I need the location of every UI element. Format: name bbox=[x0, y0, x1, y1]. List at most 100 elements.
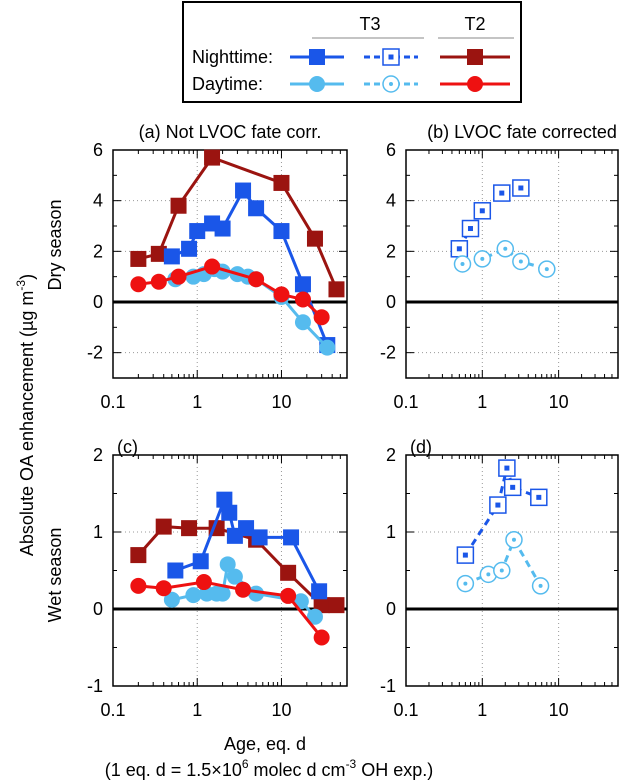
data-point-t3_night bbox=[283, 529, 300, 546]
legend-t3-night-corrected-marker-center bbox=[388, 54, 394, 60]
data-point-t3_day bbox=[306, 608, 323, 625]
legend-t3-night-corrected bbox=[364, 48, 418, 66]
y-tick-label: -2 bbox=[380, 343, 396, 363]
data-point-t2_day bbox=[294, 291, 311, 308]
legend-t3-day-marker bbox=[309, 76, 325, 92]
data-point-t2_day bbox=[313, 309, 330, 326]
data-point-t3_day-center bbox=[518, 259, 523, 264]
data-point-t2_night bbox=[306, 230, 323, 247]
y-tick-label: 0 bbox=[386, 292, 396, 312]
data-point-t2_day bbox=[150, 273, 167, 290]
legend-t3-night bbox=[290, 49, 344, 65]
data-point-t2_night bbox=[273, 174, 290, 191]
data-point-t2_day bbox=[248, 271, 265, 288]
chart-panel-3: 0.1 1 10 -1 0 1 2 (c) bbox=[87, 437, 348, 720]
panel-title: (d) bbox=[410, 437, 432, 457]
data-point-t3_night bbox=[294, 276, 311, 293]
y-tick-label: 0 bbox=[386, 599, 396, 619]
y-tick-label: 6 bbox=[93, 140, 103, 160]
legend-t2-day-marker bbox=[467, 76, 483, 92]
x-tick-label: 1 bbox=[192, 392, 202, 412]
legend-t2-day bbox=[440, 76, 510, 92]
y-tick-label: 4 bbox=[386, 191, 396, 211]
data-point-t3_night bbox=[163, 248, 180, 265]
legend-t2-night-marker bbox=[467, 49, 483, 65]
data-point-t3_day bbox=[319, 339, 336, 356]
y-tick-label: 2 bbox=[93, 241, 103, 261]
x-tick-label: 1 bbox=[477, 392, 487, 412]
data-point-t3_day-center bbox=[544, 267, 549, 272]
data-point-t2_night bbox=[130, 250, 147, 267]
data-point-t3_night-center bbox=[536, 494, 542, 500]
legend-t3-day-corrected-marker-center bbox=[389, 82, 393, 86]
data-point-t3_night bbox=[273, 223, 290, 240]
dry-season-label: Dry season bbox=[45, 199, 65, 290]
series-t3_night bbox=[163, 182, 336, 354]
data-point-t3_night bbox=[251, 529, 268, 546]
data-point-t3_night bbox=[235, 182, 252, 199]
data-point-t3_day-center bbox=[486, 572, 491, 577]
data-point-t3_night bbox=[221, 504, 238, 521]
legend-row-nighttime: Nighttime: bbox=[192, 47, 273, 67]
legend-t3-day-corrected bbox=[364, 75, 418, 93]
data-point-t3_night bbox=[181, 240, 198, 257]
data-point-t3_day bbox=[214, 585, 231, 602]
data-point-t3_day bbox=[185, 587, 202, 604]
y-axis-label: Absolute OA enhancement (µg m-3) bbox=[14, 274, 37, 556]
y-tick-label: 4 bbox=[93, 191, 103, 211]
chart-panel-1: 0.1 1 10 -2 0 2 4 6 (a) Not LVOC fate corr. bbox=[87, 122, 348, 412]
x-tick-label: 0.1 bbox=[393, 700, 418, 720]
series-line-t3_night bbox=[174, 495, 321, 592]
x-tick-label: 1 bbox=[477, 700, 487, 720]
legend-header-t2: T2 bbox=[464, 14, 485, 34]
series-t2_day bbox=[130, 258, 330, 326]
data-point-t3_night-center bbox=[499, 190, 505, 196]
y-tick-label: -1 bbox=[87, 676, 103, 696]
data-point-t3_night bbox=[311, 583, 328, 600]
data-point-t3_day-center bbox=[503, 246, 508, 251]
data-point-t2_day bbox=[195, 574, 212, 591]
wet-season-label: Wet season bbox=[45, 528, 65, 623]
data-point-t3_night bbox=[192, 553, 209, 570]
data-point-t3_night-center bbox=[462, 552, 468, 558]
data-point-t2_night bbox=[328, 597, 345, 614]
y-tick-label: 1 bbox=[93, 522, 103, 542]
y-tick-label: 0 bbox=[93, 599, 103, 619]
data-point-t2_night bbox=[150, 245, 167, 262]
data-point-t3_day bbox=[219, 556, 236, 573]
series-t3_night bbox=[450, 179, 530, 258]
panel-title: (b) LVOC fate corrected bbox=[427, 122, 617, 142]
legend-t3-night-marker bbox=[309, 49, 325, 65]
y-tick-label: 0 bbox=[93, 292, 103, 312]
y-tick-label: 2 bbox=[386, 445, 396, 465]
data-point-t3_night bbox=[216, 491, 233, 508]
x-tick-label: 1 bbox=[192, 700, 202, 720]
y-tick-label: 2 bbox=[386, 241, 396, 261]
data-point-t3_day-center bbox=[511, 537, 516, 542]
series-t3_night bbox=[167, 491, 328, 600]
plot-frame bbox=[405, 149, 619, 379]
data-point-t3_night bbox=[238, 520, 255, 537]
y-tick-label: -2 bbox=[87, 343, 103, 363]
chart-panel-4: 0.1 1 10 -1 0 1 2 (d) bbox=[380, 437, 619, 720]
data-point-t3_day-center bbox=[480, 256, 485, 261]
legend-t3-day bbox=[290, 76, 344, 92]
footnote: (1 eq. d = 1.5×106 molec d cm-3 OH exp.) bbox=[105, 757, 434, 780]
data-point-t3_day bbox=[163, 591, 180, 608]
data-point-t2_day bbox=[313, 629, 330, 646]
data-point-t2_night bbox=[204, 149, 221, 166]
data-point-t3_day-center bbox=[538, 583, 543, 588]
series-t3_day bbox=[456, 530, 550, 595]
y-tick-label: 2 bbox=[93, 445, 103, 465]
plot-frame bbox=[112, 149, 348, 379]
series-t2_day bbox=[130, 574, 330, 646]
data-point-t3_night-center bbox=[495, 502, 501, 508]
x-tick-label: 10 bbox=[549, 392, 569, 412]
data-point-t2_night bbox=[280, 564, 297, 581]
legend-row-daytime: Daytime: bbox=[192, 74, 263, 94]
series-t2_night bbox=[130, 149, 345, 298]
data-point-t2_day bbox=[130, 276, 147, 293]
data-point-t3_day bbox=[226, 568, 243, 585]
x-tick-label: 10 bbox=[271, 392, 291, 412]
